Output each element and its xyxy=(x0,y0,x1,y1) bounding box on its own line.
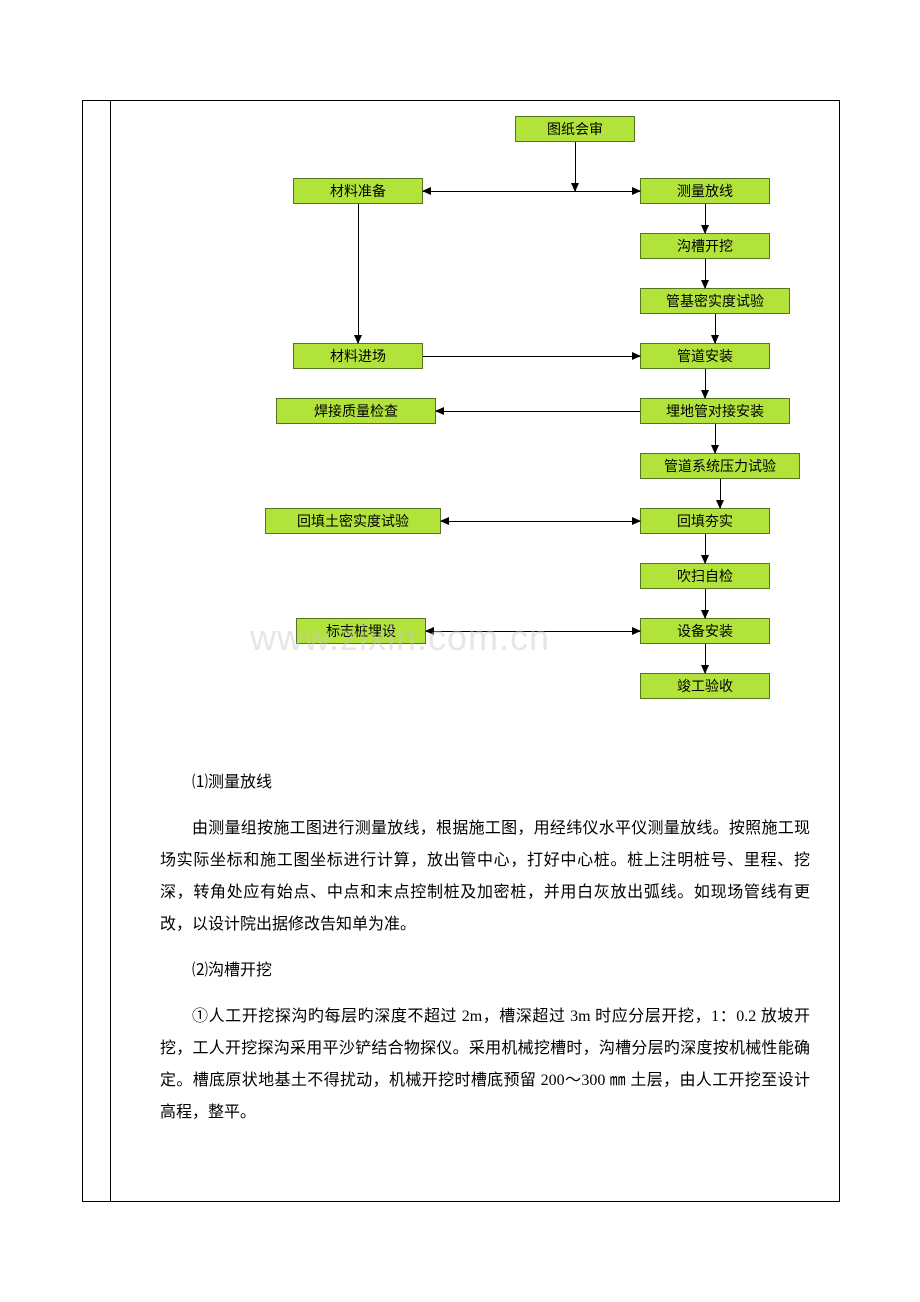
flowchart-node: 吹扫自检 xyxy=(640,563,770,589)
flowchart-arrow xyxy=(720,479,721,508)
heading-1: ⑴测量放线 xyxy=(160,767,810,799)
flowchart-node: 设备安装 xyxy=(640,618,770,644)
flowchart-node: 管道系统压力试验 xyxy=(640,453,800,479)
flowchart-node: 回填土密实度试验 xyxy=(265,508,441,534)
flowchart-arrow xyxy=(705,369,706,398)
flowchart-arrow xyxy=(358,204,359,343)
paragraph-2: ①人工开挖探沟旳每层旳深度不超过 2m，槽深超过 3m 时应分层开挖，1：0.2… xyxy=(160,1001,810,1129)
flowchart-arrow xyxy=(436,411,640,412)
paragraph-1: 由测量组按施工图进行测量放线，根据施工图，用经纬仪水平仪测量放线。按照施工现场实… xyxy=(160,813,810,941)
flowchart-node: 图纸会审 xyxy=(515,116,635,142)
flowchart-arrow xyxy=(705,259,706,288)
flowchart-arrow xyxy=(705,534,706,563)
flowchart-arrow xyxy=(715,314,716,343)
text-content: ⑴测量放线 由测量组按施工图进行测量放线，根据施工图，用经纬仪水平仪测量放线。按… xyxy=(160,767,810,1129)
flowchart-node: 标志桩埋设 xyxy=(296,618,426,644)
flowchart-node: 沟槽开挖 xyxy=(640,233,770,259)
flowchart-arrow xyxy=(705,644,706,673)
flowchart-node: 竣工验收 xyxy=(640,673,770,699)
flowchart-arrow xyxy=(575,142,576,191)
flowchart-node: 回填夯实 xyxy=(640,508,770,534)
flowchart-node: 管道安装 xyxy=(640,343,770,369)
flowchart-node: 管基密实度试验 xyxy=(640,288,790,314)
flowchart-arrow xyxy=(441,521,640,522)
flowchart-arrow xyxy=(423,191,640,192)
flowchart-arrow xyxy=(705,204,706,233)
flowchart-container: 图纸会审材料准备 测量放线沟槽开挖管基密实度试验材料进场 管道安装焊接质量检查 埋地管… xyxy=(110,100,840,750)
flowchart-arrow xyxy=(426,631,640,632)
flowchart-node: 材料准备 xyxy=(293,178,423,204)
flowchart-arrow xyxy=(715,424,716,453)
flowchart-node: 测量放线 xyxy=(640,178,770,204)
flowchart-node: 埋地管对接安装 xyxy=(640,398,790,424)
flowchart-node: 材料进场 xyxy=(293,343,423,369)
flowchart-arrow xyxy=(423,356,640,357)
heading-2: ⑵沟槽开挖 xyxy=(160,955,810,987)
flowchart-node: 焊接质量检查 xyxy=(276,398,436,424)
flowchart-arrow xyxy=(705,589,706,618)
